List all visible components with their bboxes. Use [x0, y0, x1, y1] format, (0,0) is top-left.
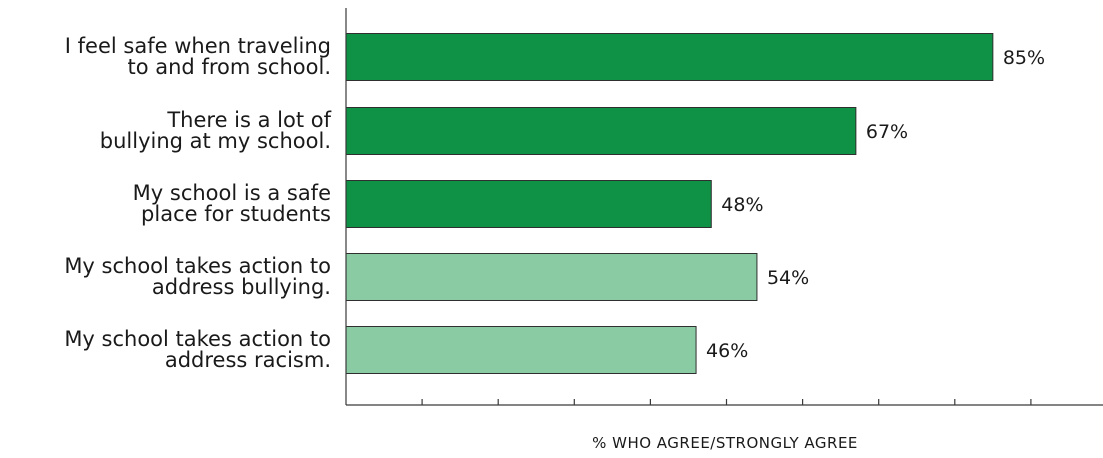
category-label-2: There is a lot of bullying at my school. — [100, 108, 332, 153]
category-label-4-line-1: My school takes action to — [64, 254, 331, 278]
bar-3 — [345, 180, 712, 228]
bar-4 — [345, 253, 758, 301]
category-label-3-line-1: My school is a safe — [133, 181, 331, 205]
value-label-2: 67% — [866, 121, 908, 143]
category-label-5-line-1: My school takes action to — [64, 327, 331, 351]
x-axis-title: % WHO AGREE/STRONGLY AGREE — [592, 434, 858, 452]
category-label-5-line-2: address racism. — [165, 348, 331, 372]
category-label-4: My school takes action to address bullyin… — [64, 254, 331, 299]
category-label-1-line-1: I feel safe when traveling — [65, 34, 331, 58]
value-label-1: 85% — [1003, 47, 1045, 69]
category-label-1: I feel safe when traveling to and from sc… — [65, 34, 331, 79]
bar-2 — [345, 107, 857, 155]
category-label-3-line-2: place for students — [141, 202, 331, 226]
category-label-1-line-2: to and from school. — [128, 55, 332, 79]
value-label-4: 54% — [767, 267, 809, 289]
bar-5 — [345, 326, 697, 374]
category-label-2-line-1: There is a lot of — [166, 108, 331, 132]
category-label-3: My school is a safe place for students — [133, 181, 331, 226]
category-label-2-line-2: bullying at my school. — [100, 129, 331, 153]
bar-1 — [345, 33, 994, 81]
value-label-3: 48% — [721, 194, 763, 216]
category-label-5: My school takes action to address racism. — [64, 327, 331, 372]
category-label-4-line-2: address bullying. — [152, 275, 331, 299]
value-label-5: 46% — [706, 340, 748, 362]
